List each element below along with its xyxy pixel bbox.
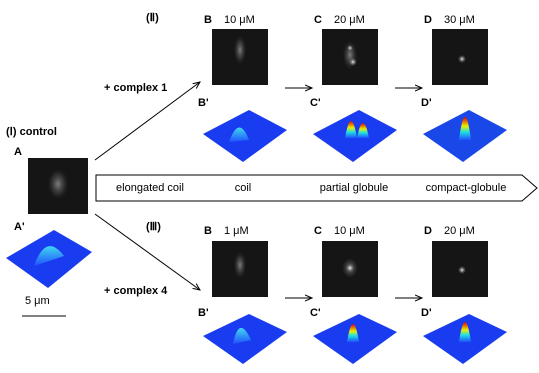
panel-letter: D' <box>421 307 432 319</box>
group-label: (Ⅱ) <box>146 12 159 24</box>
group-label: (Ⅲ) <box>146 221 161 233</box>
micrograph <box>28 158 88 214</box>
panel-letter: D' <box>421 97 432 109</box>
panel-letter: C <box>314 14 322 26</box>
concentration: 20 μM <box>444 225 475 237</box>
scale-label: 5 μm <box>25 295 50 307</box>
state-label: compact-globule <box>426 182 507 194</box>
micrograph <box>212 29 268 85</box>
panel-letter: B <box>204 225 212 237</box>
reagent: + complex 1 <box>104 82 167 94</box>
group-label: (Ⅰ) control <box>6 126 57 138</box>
surface-plot <box>203 110 287 162</box>
micrograph <box>432 29 488 85</box>
surface-plot <box>313 110 397 162</box>
reagent: + complex 4 <box>104 285 168 297</box>
panel-letter: D <box>424 225 432 237</box>
panel-letter: D <box>424 14 432 26</box>
panel-letter: A' <box>14 221 25 233</box>
micrograph <box>322 29 378 85</box>
state-label: elongated coil <box>116 182 184 194</box>
concentration: 1 μM <box>224 225 249 237</box>
state-label: partial globule <box>320 182 389 194</box>
surface-plot <box>313 314 397 364</box>
panel-letter: B <box>204 14 212 26</box>
concentration: 20 μM <box>334 14 365 26</box>
figure: (Ⅱ) B 10 μM C 20 μM D 30 μM + complex 1 … <box>0 0 539 368</box>
micrograph <box>432 241 488 297</box>
surface-plot <box>423 110 507 162</box>
panel-letter: C <box>314 225 322 237</box>
panel-letter: C' <box>310 97 321 109</box>
concentration: 10 μM <box>334 225 365 237</box>
micrograph <box>322 241 378 297</box>
micrograph <box>212 241 268 297</box>
concentration: 30 μM <box>444 14 475 26</box>
surface-plot <box>423 314 507 364</box>
surface-plot <box>6 230 92 288</box>
panel-letter: A <box>14 146 22 158</box>
panel-letter: B' <box>198 97 209 109</box>
panel-letter: B' <box>198 307 209 319</box>
panel-letter: C' <box>310 307 321 319</box>
concentration: 10 μM <box>224 14 255 26</box>
surface-plot <box>203 314 287 364</box>
state-label: coil <box>235 182 252 194</box>
